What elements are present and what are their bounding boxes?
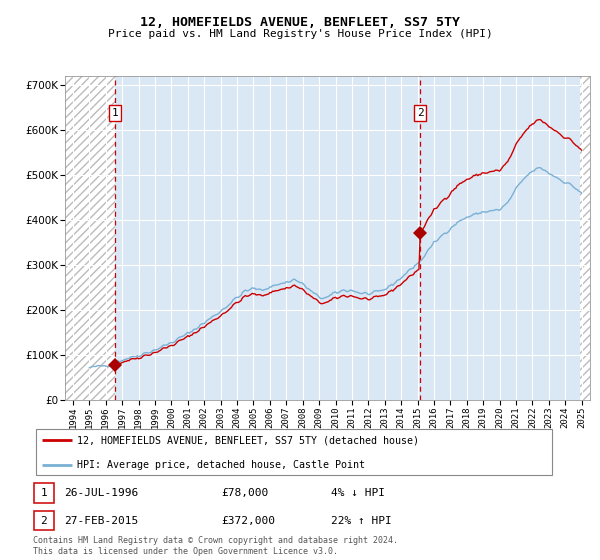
FancyBboxPatch shape: [35, 429, 553, 475]
Text: 2: 2: [417, 108, 424, 118]
Text: £78,000: £78,000: [221, 488, 268, 498]
Text: 4% ↓ HPI: 4% ↓ HPI: [331, 488, 385, 498]
Text: 12, HOMEFIELDS AVENUE, BENFLEET, SS7 5TY: 12, HOMEFIELDS AVENUE, BENFLEET, SS7 5TY: [140, 16, 460, 29]
FancyBboxPatch shape: [34, 483, 54, 503]
Text: Contains HM Land Registry data © Crown copyright and database right 2024.
This d: Contains HM Land Registry data © Crown c…: [33, 536, 398, 556]
FancyBboxPatch shape: [34, 511, 54, 530]
Text: 27-FEB-2015: 27-FEB-2015: [64, 516, 139, 525]
Text: 1: 1: [41, 488, 47, 498]
Text: Price paid vs. HM Land Registry's House Price Index (HPI): Price paid vs. HM Land Registry's House …: [107, 29, 493, 39]
Text: 2: 2: [41, 516, 47, 525]
Text: 1: 1: [112, 108, 119, 118]
Text: HPI: Average price, detached house, Castle Point: HPI: Average price, detached house, Cast…: [77, 460, 365, 469]
Text: 22% ↑ HPI: 22% ↑ HPI: [331, 516, 391, 525]
Text: £372,000: £372,000: [221, 516, 275, 525]
Text: 12, HOMEFIELDS AVENUE, BENFLEET, SS7 5TY (detached house): 12, HOMEFIELDS AVENUE, BENFLEET, SS7 5TY…: [77, 435, 419, 445]
Text: 26-JUL-1996: 26-JUL-1996: [64, 488, 139, 498]
